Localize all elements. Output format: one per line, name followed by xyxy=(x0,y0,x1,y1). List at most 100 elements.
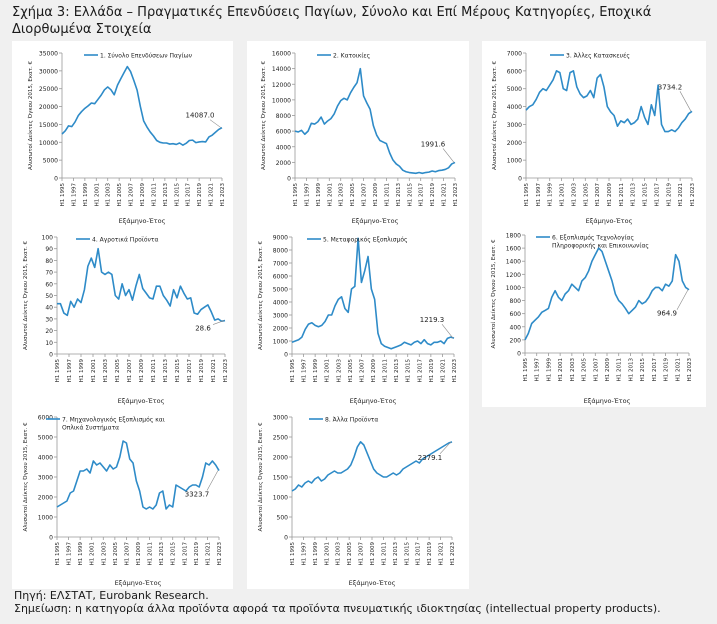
footnote: Σημείωση: η κατηγορία άλλα προϊόντα αφορ… xyxy=(14,602,661,615)
y-tick-label: 5000 xyxy=(273,287,288,294)
x-tick-label: H1 1997 xyxy=(71,183,77,207)
y-axis-label: Αλυσωτοί Δείκτες Όγκου 2015, Εκατ. € xyxy=(22,240,29,350)
x-tick-label: H1 2007 xyxy=(359,542,365,566)
x-tick-label: H1 2007 xyxy=(595,183,601,207)
y-tick-label: 5000 xyxy=(38,435,53,442)
x-axis-label: Εξάμηνο-Έτος xyxy=(586,217,633,225)
x-tick-label: H1 1999 xyxy=(78,542,84,566)
y-tick-label: 20 xyxy=(45,328,53,335)
x-tick-label: H1 2021 xyxy=(209,183,215,206)
x-tick-label: H1 2009 xyxy=(607,183,613,207)
x-tick-label: H1 2003 xyxy=(339,183,345,207)
y-tick-label: 4000 xyxy=(273,300,288,307)
x-tick-label: H1 2013 xyxy=(393,542,399,566)
x-tick-label: H1 2019 xyxy=(194,542,200,566)
y-tick-label: 5000 xyxy=(43,158,58,165)
y-axis-label: Αλυσωτοί Δείκτες Όγκου 2015, Εκατ. € xyxy=(257,240,264,350)
y-tick-label: 1000 xyxy=(38,515,53,522)
x-tick-label: H1 2019 xyxy=(197,183,203,207)
source-note: Πηγή: ΕΛΣΤΑΤ, Eurobank Research. xyxy=(14,589,209,602)
x-tick-label: H1 2021 xyxy=(442,183,448,206)
y-tick-label: 2000 xyxy=(276,160,291,167)
x-tick-label: H1 2011 xyxy=(384,183,390,206)
last-value-label: 3734.2 xyxy=(658,83,683,91)
y-tick-label: 6000 xyxy=(276,129,291,136)
y-tick-label: 0 xyxy=(284,352,288,359)
x-tick-label: H1 2019 xyxy=(199,359,205,383)
x-tick-label: H1 2013 xyxy=(163,359,169,383)
x-tick-label: H1 2017 xyxy=(416,542,422,566)
chart-panel-transport-equipment: 0 1000 2000 3000 4000 5000 6000 7000 8000 9000 H1 … xyxy=(247,227,469,407)
x-tick-label: H1 2019 xyxy=(427,542,433,566)
x-axis-label: Εξάμηνο-Έτος xyxy=(584,397,631,405)
y-tick-label: 6000 xyxy=(38,415,53,422)
x-axis-label: Εξάμηνο-Έτος xyxy=(352,217,399,225)
x-tick-label: H1 2015 xyxy=(643,183,649,207)
x-tick-label: H1 2009 xyxy=(140,183,146,207)
x-tick-label: H1 2001 xyxy=(94,183,100,206)
y-tick-label: 400 xyxy=(510,324,522,331)
x-tick-label: H1 2013 xyxy=(159,542,165,566)
legend-label: 8. Άλλα Προϊόντα xyxy=(325,417,378,424)
y-tick-label: 0 xyxy=(284,535,288,542)
last-value-label: 1219.3 xyxy=(420,316,445,324)
x-tick-label: H1 2019 xyxy=(429,359,435,383)
x-tick-label: H1 1995 xyxy=(55,359,61,383)
y-tick-label: 7000 xyxy=(273,261,288,268)
x-tick-label: H1 2015 xyxy=(407,183,413,207)
y-tick-label: 6000 xyxy=(273,274,288,281)
y-tick-label: 16000 xyxy=(272,51,291,58)
y-tick-label: 3000 xyxy=(273,415,288,422)
x-tick-label: H1 2023 xyxy=(217,542,223,566)
y-tick-label: 1000 xyxy=(506,285,521,292)
x-tick-label: H1 2011 xyxy=(617,358,623,381)
x-tick-label: H1 1997 xyxy=(535,358,541,382)
legend-label: 3. Άλλες Κατασκευές xyxy=(566,53,630,60)
y-axis-label: Αλυσωτοί Δείκτες Όγκου 2015, Εκατ. € xyxy=(22,422,29,532)
x-axis-label: Εξάμηνο-Έτος xyxy=(119,217,166,225)
x-tick-label: H1 2015 xyxy=(175,359,181,383)
y-tick-label: 800 xyxy=(510,298,522,305)
x-tick-label: H1 2015 xyxy=(640,358,646,382)
x-tick-label: H1 1997 xyxy=(67,359,73,383)
y-tick-label: 90 xyxy=(45,246,53,253)
y-tick-label: 8000 xyxy=(273,248,288,255)
y-tick-label: 10 xyxy=(45,340,53,347)
y-tick-label: 5000 xyxy=(507,86,522,93)
x-tick-label: H1 2005 xyxy=(347,542,353,566)
x-tick-label: H1 1995 xyxy=(524,183,530,207)
x-tick-label: H1 2021 xyxy=(211,359,217,382)
x-tick-label: H1 1995 xyxy=(290,359,296,383)
y-tick-label: 12000 xyxy=(272,82,291,89)
x-tick-label: H1 2023 xyxy=(687,358,693,382)
y-axis-label: Αλυσωτοί Δείκτες Όγκου 2015, Εκατ. € xyxy=(257,422,264,532)
value-leader-line xyxy=(441,323,454,339)
x-tick-label: H1 2003 xyxy=(336,359,342,383)
x-tick-label: H1 2023 xyxy=(450,542,456,566)
last-value-label: 2379.1 xyxy=(418,454,443,462)
x-axis-label: Εξάμηνο-Έτος xyxy=(349,579,396,587)
y-tick-label: 500 xyxy=(277,515,289,522)
y-tick-label: 10000 xyxy=(272,97,291,104)
legend-label: 4. Αγροτικά Προϊόντα xyxy=(92,237,158,244)
value-leader-line xyxy=(439,441,452,455)
x-tick-label: H1 1995 xyxy=(523,358,529,382)
series-line xyxy=(291,440,453,492)
y-tick-label: 4000 xyxy=(507,104,522,111)
value-leader-line xyxy=(676,289,689,310)
value-leader-line xyxy=(209,119,222,128)
y-tick-label: 4000 xyxy=(276,144,291,151)
last-value-label: 964.9 xyxy=(657,310,677,318)
x-tick-label: H1 2001 xyxy=(558,358,564,381)
figure-title: Σχήμα 3: Ελλάδα – Πραγματικές Επενδύσεις… xyxy=(12,5,652,37)
y-tick-label: 10000 xyxy=(39,140,58,147)
y-tick-label: 70 xyxy=(45,270,53,277)
x-tick-label: H1 2023 xyxy=(453,183,459,207)
last-value-label: 14087.0 xyxy=(186,112,215,120)
y-tick-label: 1000 xyxy=(273,495,288,502)
x-tick-label: H1 2021 xyxy=(440,359,446,382)
x-tick-label: H1 1997 xyxy=(304,183,310,207)
y-tick-label: 50 xyxy=(45,293,53,300)
x-tick-label: H1 2003 xyxy=(101,542,107,566)
x-tick-label: H1 2009 xyxy=(139,359,145,383)
